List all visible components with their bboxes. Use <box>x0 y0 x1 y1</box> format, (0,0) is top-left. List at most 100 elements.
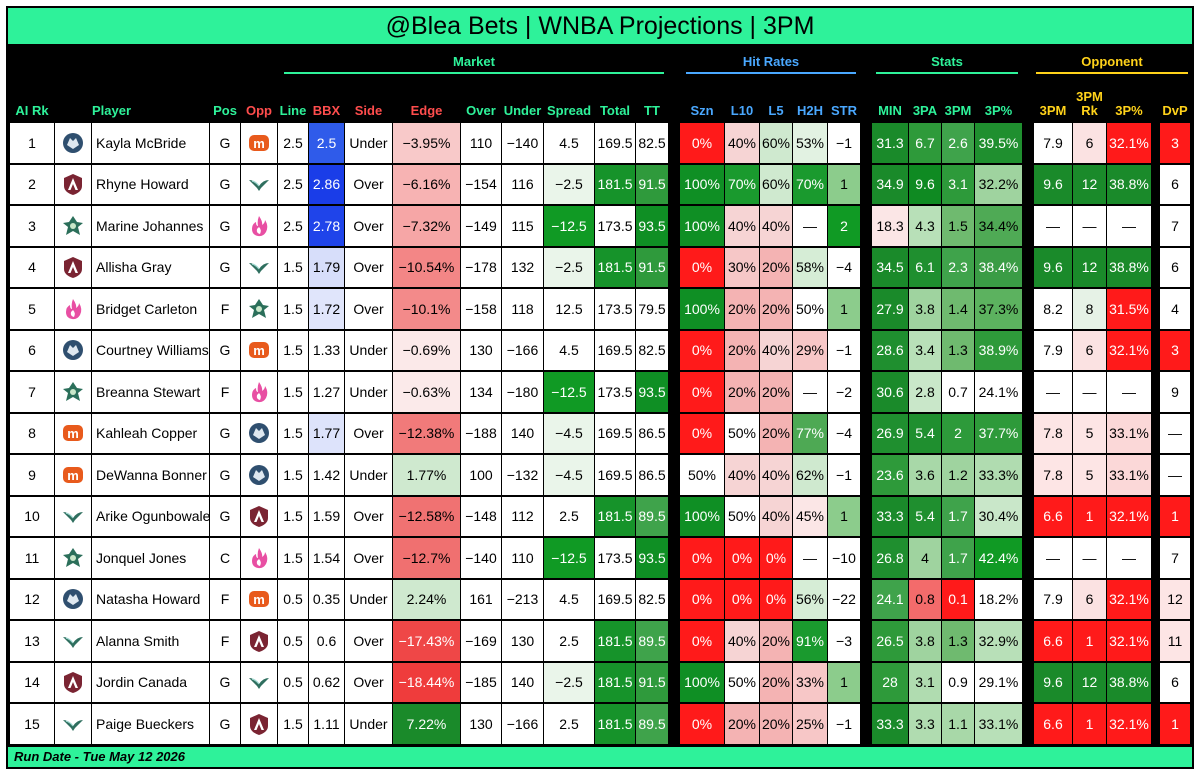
table-row[interactable]: 4 Allisha Gray G 1.5 1.79 Over −10.54% −178 132−… <box>8 247 1192 289</box>
col-header-l5[interactable]: L5 <box>768 103 784 118</box>
team-logo <box>55 579 91 619</box>
cell-line: 1.5 <box>278 330 308 370</box>
cell-ork: 5 <box>1073 455 1106 495</box>
wolf-icon <box>249 423 269 444</box>
table-row[interactable]: 5 Bridget Carleton F 1.5 1.72 Over −10.1% −158 1… <box>8 288 1192 330</box>
table-row[interactable]: 10 Arike Ogunbowale G 1.5 1.59 Over −12.58% −14… <box>8 496 1192 538</box>
col-header-l10[interactable]: L10 <box>730 103 754 118</box>
team-logo <box>55 247 91 287</box>
cell-edge: −18.44% <box>393 662 460 702</box>
cell-rk: 7 <box>10 372 54 412</box>
col-header-tt[interactable]: TT <box>644 103 660 118</box>
cell-min: 33.3 <box>872 496 908 536</box>
cell-pos: G <box>210 455 240 495</box>
table-row[interactable]: 11 Jonquel Jones C 1.5 1.54 Over −12.7% −140 110… <box>8 537 1192 579</box>
cell-o3pp: 38.8% <box>1107 247 1151 287</box>
col-header-spread[interactable]: Spread <box>546 103 592 118</box>
table-row[interactable]: 2 Rhyne Howard G 2.5 2.86 Over −6.16% −154 116 −2… <box>8 164 1192 206</box>
cell-o3pp: 33.1% <box>1107 413 1151 453</box>
table-row[interactable]: 14 Jordin Canada G 0.5 0.62 Over −18.44% −185 14… <box>8 662 1192 704</box>
cell-o3pm: 9.6 <box>1034 247 1072 287</box>
cell-h2h: 25% <box>793 704 827 744</box>
table-row[interactable]: 8 m Kahleah Copper G 1.5 1.77 Over −12.38% −188 1… <box>8 413 1192 455</box>
cell-str: −3 <box>828 621 860 661</box>
cell-over: 134 <box>461 372 501 412</box>
cell-str: −1 <box>828 330 860 370</box>
cell-l10: 0% <box>725 538 759 578</box>
col-header-bbx[interactable]: BBX <box>312 103 341 118</box>
svg-text:m: m <box>253 136 265 151</box>
opponent-logo <box>241 289 277 329</box>
table-row[interactable]: 7 Breanna Stewart F 1.5 1.27 Under −0.63% 134 −1… <box>8 371 1192 413</box>
col-header-tpa[interactable]: 3PA <box>912 103 938 118</box>
opponent-logo <box>241 538 277 578</box>
cell-over: −154 <box>461 164 501 204</box>
cell-tpm: 0.7 <box>942 372 974 412</box>
cell-l5: 0% <box>760 538 792 578</box>
col-header-under[interactable]: Under <box>503 103 542 118</box>
cell-edge: −10.1% <box>393 289 460 329</box>
group-hit-rates: Hit Rates <box>682 54 860 74</box>
cell-edge: −12.58% <box>393 496 460 536</box>
table-row[interactable]: 3 Marine Johannes G 2.5 2.78 Over −7.32% −149 11… <box>8 205 1192 247</box>
table-row[interactable]: 15 Paige Bueckers G 1.5 1.11 Under 7.22% 130 −16… <box>8 703 1192 745</box>
cell-h2h: — <box>793 538 827 578</box>
cell-tpa: 4 <box>909 538 941 578</box>
cell-dvp: 3 <box>1160 123 1190 163</box>
col-header-szn[interactable]: Szn <box>690 103 714 118</box>
opponent-logo <box>241 704 277 744</box>
wings-icon <box>63 636 83 648</box>
table-row[interactable]: 13 Alanna Smith F 0.5 0.6 Over −17.43% −169 130 2… <box>8 620 1192 662</box>
cell-min: 28 <box>872 662 908 702</box>
col-header-total[interactable]: Total <box>599 103 631 118</box>
team-logo <box>55 289 91 329</box>
cell-side: Under <box>345 330 392 370</box>
col-header-ork[interactable]: 3PM Rk <box>1073 84 1106 122</box>
cell-szn: 0% <box>680 621 724 661</box>
cell-under: 116 <box>502 164 543 204</box>
col-header-min[interactable]: MIN <box>878 103 902 118</box>
cell-pos: G <box>210 247 240 287</box>
cell-dvp: — <box>1160 455 1190 495</box>
group-opponent: Opponent <box>1032 54 1192 74</box>
col-header-pos[interactable]: Pos <box>213 103 237 118</box>
col-header-over[interactable]: Over <box>466 103 496 118</box>
cell-min: 34.9 <box>872 164 908 204</box>
col-header-tpp[interactable]: 3P% <box>984 103 1013 118</box>
cell-l10: 20% <box>725 289 759 329</box>
col-header-side[interactable]: Side <box>354 103 383 118</box>
col-header-str[interactable]: STR <box>831 103 857 118</box>
cell-szn: 0% <box>680 372 724 412</box>
svg-text:m: m <box>253 343 265 358</box>
cell-pos: G <box>210 206 240 246</box>
storm-icon <box>63 215 83 235</box>
col-header-rk[interactable]: AI Rk <box>15 103 49 118</box>
table-row[interactable]: 9 m DeWanna Bonner G 1.5 1.42 Under 1.77% 100 −13… <box>8 454 1192 496</box>
cell-edge: −6.16% <box>393 164 460 204</box>
cell-o3pp: 32.1% <box>1107 123 1151 163</box>
cell-h2h: 53% <box>793 123 827 163</box>
col-header-o3pm[interactable]: 3PM <box>1039 103 1067 118</box>
cell-str: −4 <box>828 413 860 453</box>
cell-tpa: 6.7 <box>909 123 941 163</box>
wings-icon <box>63 719 83 731</box>
cell-dvp: 4 <box>1160 289 1190 329</box>
col-header-player[interactable]: Player <box>92 103 132 118</box>
cell-edge: −3.95% <box>393 123 460 163</box>
mercury-m-icon: m <box>249 342 269 359</box>
col-header-opp[interactable]: Opp <box>246 103 272 118</box>
cell-spread: −4.5 <box>544 455 594 495</box>
cell-h2h: — <box>793 372 827 412</box>
col-header-edge[interactable]: Edge <box>410 103 443 118</box>
col-header-dvp[interactable]: DvP <box>1162 103 1188 118</box>
col-header-h2h[interactable]: H2H <box>796 103 823 118</box>
col-header-o3pp[interactable]: 3P% <box>1115 103 1143 118</box>
cell-line: 1.5 <box>278 413 308 453</box>
col-header-tpm[interactable]: 3PM <box>944 103 972 118</box>
cell-h2h: — <box>793 206 827 246</box>
wings-icon <box>63 512 83 524</box>
col-header-line[interactable]: Line <box>279 103 307 118</box>
